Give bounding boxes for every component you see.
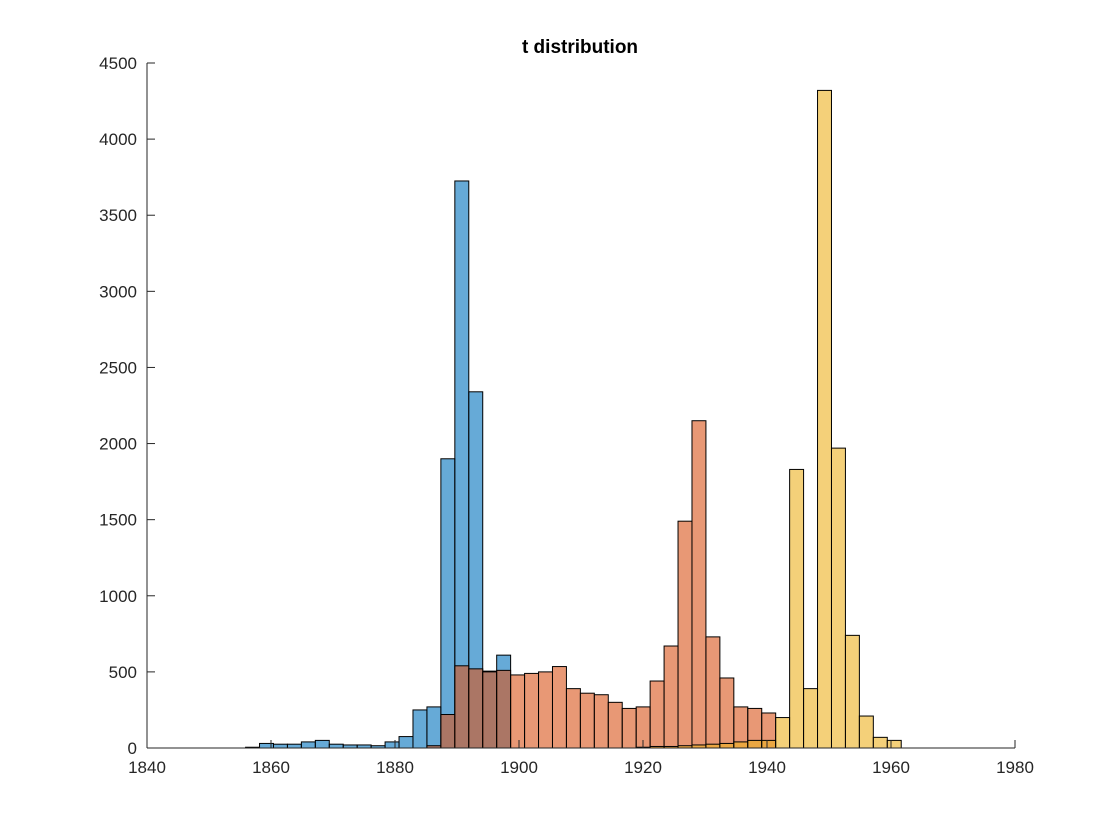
histogram-bar	[830, 447, 846, 749]
histogram-bar	[398, 736, 414, 749]
histogram-bar	[621, 707, 637, 749]
histogram-bar	[775, 717, 791, 749]
histogram-bar	[719, 742, 735, 749]
histogram-bar	[412, 709, 428, 749]
histogram-bar	[384, 741, 400, 749]
histogram-bar	[886, 739, 902, 749]
y-tick-label: 3000	[99, 282, 137, 301]
histogram-bar	[286, 743, 302, 749]
histogram-bar	[482, 671, 498, 749]
histogram-bar	[454, 180, 470, 749]
x-tick-label: 1920	[624, 758, 662, 777]
y-tick-label: 2500	[99, 358, 137, 377]
histogram-bar	[579, 692, 595, 749]
x-tick-label: 1980	[996, 758, 1034, 777]
axes-group: 0 500 1000 1500 2000 2500 3000 3500 4000 4500 1840…	[99, 54, 1034, 777]
histogram-bar	[328, 743, 344, 749]
histogram-bar	[565, 688, 581, 749]
y-tick-label: 1000	[99, 587, 137, 606]
histogram-bar	[538, 671, 553, 749]
histogram-bar	[607, 701, 623, 749]
histogram-bar	[872, 736, 888, 749]
histogram-bar	[454, 665, 470, 749]
histogram-bar	[719, 677, 735, 749]
histogram-bar	[440, 458, 456, 749]
histogram-bar	[733, 741, 749, 749]
x-tick-label: 1940	[748, 758, 786, 777]
y-tick-label: 500	[109, 663, 137, 682]
histogram-bar	[844, 634, 860, 749]
histogram-bar	[440, 714, 456, 749]
histogram-bar	[789, 468, 805, 749]
y-tick-label: 4500	[99, 54, 137, 73]
bars-group	[245, 89, 902, 749]
chart-title: t distribution	[522, 37, 638, 58]
y-tick-label: 1500	[99, 511, 137, 530]
histogram-bar	[705, 636, 721, 749]
histogram-bar	[314, 739, 330, 749]
histogram-bar	[803, 688, 819, 749]
histogram-bar	[649, 680, 665, 749]
histogram-bar	[551, 666, 567, 749]
histogram-bar	[663, 645, 679, 749]
histogram-bar	[817, 89, 832, 749]
y-tick-label: 3500	[99, 206, 137, 225]
histogram-bar	[272, 743, 288, 749]
y-tick-label: 0	[128, 739, 137, 758]
x-tick-label: 1840	[128, 758, 166, 777]
y-tick-label: 2000	[99, 435, 137, 454]
histogram-bar	[593, 694, 609, 749]
histogram-bar	[858, 715, 874, 749]
histogram-bar	[524, 672, 540, 749]
histogram-bar	[677, 520, 693, 749]
x-tick-label: 1860	[252, 758, 290, 777]
x-tick-label: 1900	[500, 758, 538, 777]
histogram-bar	[468, 668, 484, 749]
histogram-bar	[426, 706, 442, 749]
histogram-bar	[691, 420, 707, 749]
histogram-bar	[496, 669, 512, 749]
histogram-bar	[510, 674, 526, 749]
histogram-bar	[747, 739, 763, 749]
x-tick-label: 1880	[376, 758, 414, 777]
x-tick-label: 1960	[872, 758, 910, 777]
y-tick-label: 4000	[99, 130, 137, 149]
histogram-bar	[705, 743, 721, 749]
histogram-bar	[300, 741, 316, 749]
histogram-bar	[761, 739, 777, 749]
